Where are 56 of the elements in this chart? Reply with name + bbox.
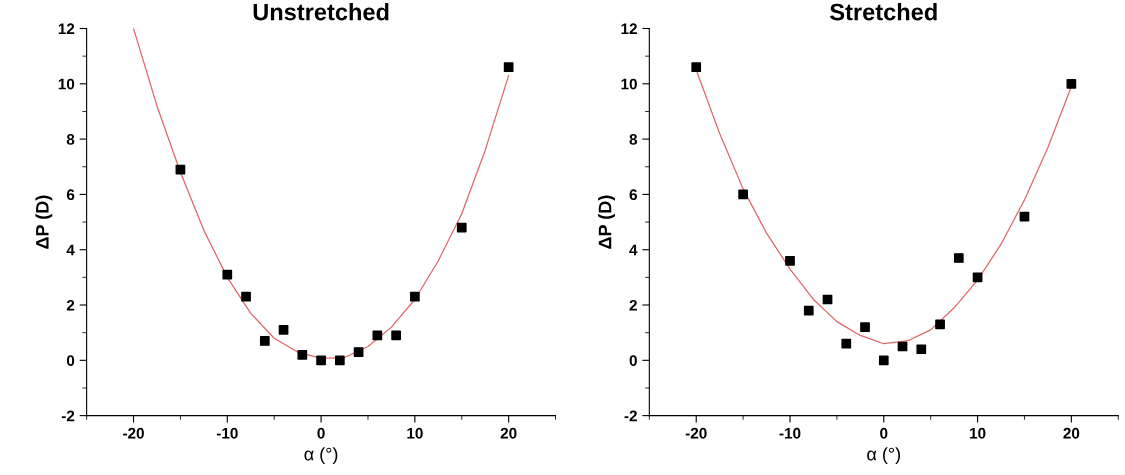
y-tick-label: 10 <box>58 78 75 90</box>
point <box>316 355 326 366</box>
point <box>1066 78 1077 89</box>
x-tick-label: 10 <box>407 427 423 439</box>
y-tick-label: -2 <box>61 410 75 422</box>
point <box>935 319 945 330</box>
y-tick-label: 12 <box>621 23 637 35</box>
y-tick-label: 0 <box>629 355 637 367</box>
chart-title: Unstretched <box>253 3 389 21</box>
x-tick-label: 20 <box>500 427 517 439</box>
y-tick-label: 6 <box>66 189 75 201</box>
y-tick-label: 0 <box>66 355 75 367</box>
point <box>353 347 364 357</box>
point <box>860 322 870 333</box>
x-tick-label: -20 <box>685 427 707 439</box>
point <box>278 325 289 335</box>
y-tick-label: 4 <box>66 244 75 256</box>
point <box>691 62 702 73</box>
x-tick-label: -10 <box>779 427 801 439</box>
point <box>410 291 420 302</box>
y-tick-label: 10 <box>621 78 637 90</box>
point <box>738 189 748 200</box>
point <box>785 255 795 266</box>
y-tick-label: 6 <box>629 189 637 201</box>
y-axis-title: ΔP (D) <box>35 195 53 249</box>
y-tick-label: 12 <box>58 23 75 35</box>
y-axis-title: ΔP (D) <box>598 195 615 249</box>
y-tick-label: 2 <box>629 299 637 311</box>
x-axis-title: α (°) <box>867 447 901 465</box>
point <box>372 330 383 341</box>
x-tick-label: 0 <box>880 427 888 439</box>
point <box>259 336 270 346</box>
point <box>241 291 251 302</box>
y-tick-label: 2 <box>66 299 75 311</box>
point <box>503 62 514 73</box>
point <box>916 344 927 355</box>
y-tick-label: 8 <box>66 133 75 145</box>
x-tick-label: -10 <box>216 427 238 439</box>
point <box>222 269 233 280</box>
x-tick-label: 20 <box>1063 427 1080 439</box>
point <box>391 330 401 341</box>
x-tick-label: 0 <box>317 427 325 439</box>
x-axis-title: α (°) <box>304 447 338 465</box>
chart-title: Stretched <box>830 3 937 21</box>
point <box>878 355 889 366</box>
x-tick-label: 10 <box>970 427 986 439</box>
y-tick-label: 4 <box>629 244 638 256</box>
y-tick-label: 8 <box>629 133 638 145</box>
point <box>803 305 814 316</box>
point <box>841 338 852 349</box>
x-tick-label: -20 <box>123 427 144 439</box>
point <box>334 355 345 366</box>
point <box>297 349 308 360</box>
y-tick-label: -2 <box>624 410 637 422</box>
point <box>953 253 964 263</box>
point <box>456 222 467 233</box>
